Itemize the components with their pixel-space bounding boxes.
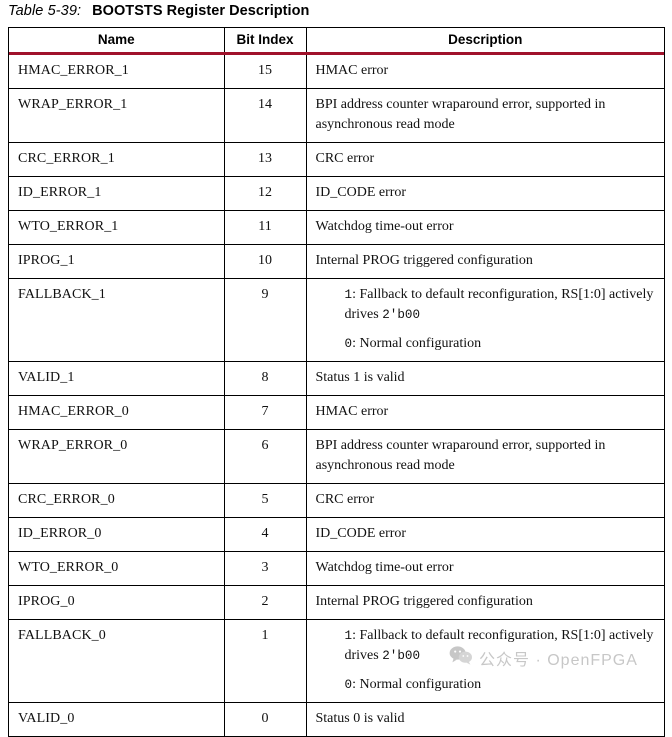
table-row: VALID_1 8 Status 1 is valid [9,361,664,396]
cell-name: HMAC_ERROR_0 [9,395,225,430]
table-row: VALID_0 0 Status 0 is valid [9,702,664,737]
cell-bit-index: 9 [224,278,307,362]
table-row: ID_ERROR_0 4 ID_CODE error [9,517,664,552]
cell-description: CRC error [306,483,664,518]
cell-description: HMAC error [306,53,664,89]
description-line: Internal PROG triggered configuration [315,594,533,609]
description-line: Status 0 is valid [315,711,405,726]
table-row: IPROG_0 2 Internal PROG triggered configur… [9,585,664,620]
cell-bit-index: 1 [224,619,307,703]
table-row: ID_ERROR_1 12 ID_CODE error [9,176,664,211]
description-line: BPI address counter wraparound error, su… [315,438,606,473]
table-row: WTO_ERROR_1 11 Watchdog time-out error [9,210,664,245]
cell-bit-index: 13 [224,142,307,177]
description-line: Status 1 is valid [315,370,405,385]
description-line: HMAC error [315,63,389,78]
mono-token: 2'b00 [382,308,421,322]
cell-name: CRC_ERROR_0 [9,483,225,518]
cell-description: HMAC error [306,395,664,430]
table-header-row: Name Bit Index Description [9,28,664,55]
cell-description: 1: Fallback to default reconfiguration, … [306,278,664,362]
description-line: ID_CODE error [315,185,407,200]
table-row: WRAP_ERROR_0 6 BPI address counter wraparo… [9,429,664,484]
table-row: FALLBACK_1 9 1: Fallback to default reconf… [9,278,664,362]
cell-description: Watchdog time-out error [306,210,664,245]
cell-name: ID_ERROR_0 [9,517,225,552]
cell-description: 1: Fallback to default reconfiguration, … [306,619,664,703]
table-row: HMAC_ERROR_0 7 HMAC error [9,395,664,430]
table-row: WTO_ERROR_0 3 Watchdog time-out error [9,551,664,586]
cell-name: WTO_ERROR_0 [9,551,225,586]
description-line: HMAC error [315,404,389,419]
table-caption: Table 5-39: BOOTSTS Register Description [8,1,309,21]
cell-name: FALLBACK_0 [9,619,225,703]
table-row: CRC_ERROR_1 13 CRC error [9,142,664,177]
cell-name: ID_ERROR_1 [9,176,225,211]
description-line: Watchdog time-out error [315,219,454,234]
cell-description: Status 1 is valid [306,361,664,396]
column-header-bit-index: Bit Index [224,28,307,55]
cell-bit-index: 5 [224,483,307,518]
column-header-name: Name [9,28,225,55]
cell-name: VALID_0 [9,702,225,736]
cell-name: FALLBACK_1 [9,278,225,362]
cell-description: ID_CODE error [306,176,664,211]
cell-description: Internal PROG triggered configuration [306,244,664,279]
description-line: 0: Normal configuration [344,677,482,692]
cell-name: VALID_1 [9,361,225,396]
cell-description: Watchdog time-out error [306,551,664,586]
mono-token: 1 [344,629,353,643]
cell-name: WRAP_ERROR_0 [9,429,225,484]
table-row: WRAP_ERROR_1 14 BPI address counter wrapar… [9,88,664,143]
cell-name: WTO_ERROR_1 [9,210,225,245]
cell-name: IPROG_1 [9,244,225,279]
column-header-description: Description [306,28,664,55]
description-line: ID_CODE error [315,526,407,541]
description-line: Internal PROG triggered configuration [315,253,533,268]
table-caption-title: BOOTSTS Register Description [92,3,310,19]
table-body: HMAC_ERROR_1 15 HMAC error WRAP_ERROR_1 14 BP… [9,53,664,737]
cell-bit-index: 3 [224,551,307,586]
description-line: 0: Normal configuration [344,336,482,351]
description-line: BPI address counter wraparound error, su… [315,97,606,132]
mono-token: 1 [344,288,353,302]
mono-token: 0 [344,337,353,351]
register-description-table: Name Bit Index Description HMAC_ERROR_1 1… [8,27,665,737]
cell-bit-index: 6 [224,429,307,484]
description-line: 1: Fallback to default reconfiguration, … [344,628,654,663]
cell-bit-index: 12 [224,176,307,211]
cell-name: IPROG_0 [9,585,225,620]
cell-description: CRC error [306,142,664,177]
table-row: IPROG_1 10 Internal PROG triggered configu… [9,244,664,279]
table-row: CRC_ERROR_0 5 CRC error [9,483,664,518]
cell-name: HMAC_ERROR_1 [9,53,225,89]
table-row: FALLBACK_0 1 1: Fallback to default reconf… [9,619,664,703]
description-line: Watchdog time-out error [315,560,454,575]
cell-bit-index: 8 [224,361,307,396]
description-line: CRC error [315,492,375,507]
description-line: CRC error [315,151,375,166]
cell-bit-index: 15 [224,53,307,89]
table-caption-label: Table 5-39: [8,3,82,19]
cell-bit-index: 10 [224,244,307,279]
mono-token: 0 [344,678,353,692]
cell-description: Internal PROG triggered configuration [306,585,664,620]
cell-bit-index: 0 [224,702,307,736]
cell-bit-index: 7 [224,395,307,430]
description-line: 1: Fallback to default reconfiguration, … [344,287,654,322]
mono-token: 2'b00 [382,649,421,663]
cell-name: WRAP_ERROR_1 [9,88,225,143]
cell-description: ID_CODE error [306,517,664,552]
cell-description: Status 0 is valid [306,703,664,737]
cell-name: CRC_ERROR_1 [9,142,225,177]
cell-bit-index: 2 [224,585,307,620]
table-row: HMAC_ERROR_1 15 HMAC error [9,53,664,89]
cell-description: BPI address counter wraparound error, su… [306,88,664,143]
cell-bit-index: 4 [224,517,307,552]
table-header: Name Bit Index Description [9,28,664,55]
cell-description: BPI address counter wraparound error, su… [306,429,664,484]
cell-bit-index: 11 [224,210,307,245]
cell-bit-index: 14 [224,88,307,143]
